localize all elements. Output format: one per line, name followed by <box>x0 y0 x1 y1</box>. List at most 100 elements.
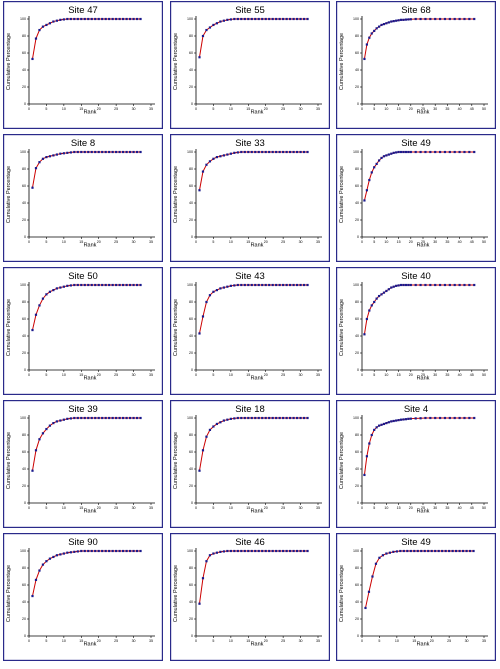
x-tick-label: 0 <box>361 373 363 377</box>
data-point <box>399 549 402 553</box>
data-point <box>66 17 69 21</box>
data-point <box>414 283 417 287</box>
data-point <box>111 416 114 420</box>
data-point <box>80 150 83 154</box>
y-tick-label: 80 <box>355 300 359 304</box>
data-point <box>59 419 62 422</box>
data-point <box>222 286 225 289</box>
data-point <box>45 560 48 563</box>
data-point <box>122 283 125 287</box>
x-tick-label: 40 <box>458 240 462 244</box>
x-tick-label: 30 <box>465 639 469 643</box>
data-point <box>41 25 45 28</box>
data-point <box>429 283 432 287</box>
data-point <box>278 416 281 420</box>
x-tick-label: 25 <box>281 107 285 111</box>
data-point <box>444 549 447 553</box>
x-tick-label: 20 <box>264 107 268 111</box>
chart-frame <box>170 1 331 130</box>
y-axis-label: Cumulative Percentage <box>6 565 12 622</box>
data-point <box>414 150 417 154</box>
data-point <box>111 549 114 553</box>
data-point <box>132 150 135 154</box>
data-point <box>473 150 476 154</box>
data-point <box>104 283 107 287</box>
x-tick-label: 10 <box>62 506 66 510</box>
y-axis-label: Cumulative Percentage <box>173 166 179 223</box>
y-tick-label: 20 <box>189 351 193 355</box>
data-point <box>292 549 295 553</box>
data-point <box>247 549 250 553</box>
data-point <box>94 150 97 154</box>
data-point <box>365 317 368 321</box>
y-axis-label: Cumulative Percentage <box>6 432 12 489</box>
data-point <box>268 283 271 287</box>
data-point <box>247 150 250 154</box>
y-tick-label: 40 <box>355 334 359 338</box>
data-point <box>94 283 97 287</box>
data-point <box>261 17 264 21</box>
data-point <box>289 549 292 553</box>
data-point <box>222 19 225 22</box>
data-point <box>373 29 376 32</box>
data-point <box>395 419 398 422</box>
data-point <box>41 157 45 160</box>
chart-panel: Site 18 0 20 40 60 80 100 0 5 10 15 20 25 30 35 Rank Cum… <box>170 400 331 529</box>
data-point <box>409 150 412 154</box>
y-tick-label: 0 <box>191 368 193 372</box>
data-point <box>250 416 253 420</box>
data-point <box>90 17 93 21</box>
data-point <box>48 290 52 293</box>
y-tick-label: 100 <box>20 549 26 553</box>
data-point <box>104 17 107 21</box>
chart-panel: Site 40 0 20 40 60 80 100 0 5 10 15 20 25 30 35 40 45 50 R… <box>336 267 497 396</box>
data-point <box>115 150 118 154</box>
data-point <box>370 32 373 35</box>
y-tick-label: 80 <box>22 300 26 304</box>
data-point <box>118 283 121 287</box>
data-point <box>375 162 378 165</box>
data-point <box>73 416 76 420</box>
x-tick-label: 35 <box>316 107 320 111</box>
data-point <box>292 17 295 21</box>
chart-frame <box>3 400 164 529</box>
x-tick-label: 5 <box>373 107 375 111</box>
data-point <box>373 428 376 431</box>
data-point <box>409 549 412 553</box>
data-point <box>243 17 246 21</box>
x-tick-label: 10 <box>229 107 233 111</box>
x-tick-label: 0 <box>28 240 30 244</box>
data-point <box>424 17 427 21</box>
x-tick-label: 20 <box>264 373 268 377</box>
data-point <box>395 19 398 22</box>
x-axis-label: Rank <box>251 243 264 249</box>
x-tick-label: 15 <box>397 373 401 377</box>
data-point <box>387 288 390 291</box>
x-tick-label: 40 <box>458 506 462 510</box>
x-tick-label: 0 <box>361 506 363 510</box>
data-point <box>468 150 471 154</box>
data-point <box>302 17 306 21</box>
chart-panel: Site 90 0 20 40 60 80 100 0 5 10 15 20 25 30 35 Rank Cum… <box>3 533 164 662</box>
data-point <box>52 422 55 425</box>
data-point <box>368 309 371 312</box>
data-point <box>282 549 285 553</box>
x-tick-label: 20 <box>264 240 268 244</box>
x-tick-label: 30 <box>433 506 437 510</box>
x-tick-label: 30 <box>132 373 136 377</box>
x-tick-label: 5 <box>45 373 47 377</box>
data-point <box>365 455 368 458</box>
data-point <box>458 416 461 420</box>
data-point <box>453 17 456 21</box>
x-tick-label: 35 <box>445 506 449 510</box>
chart-panel: Site 50 0 20 40 60 80 100 0 5 10 15 20 25 30 35 Rank Cum… <box>3 267 164 396</box>
data-point <box>392 550 395 553</box>
data-point <box>236 17 239 21</box>
data-point <box>268 17 271 21</box>
x-tick-label: 0 <box>361 107 363 111</box>
data-point <box>402 549 405 553</box>
x-tick-label: 25 <box>421 240 425 244</box>
data-point <box>264 416 267 420</box>
x-tick-label: 5 <box>378 639 380 643</box>
